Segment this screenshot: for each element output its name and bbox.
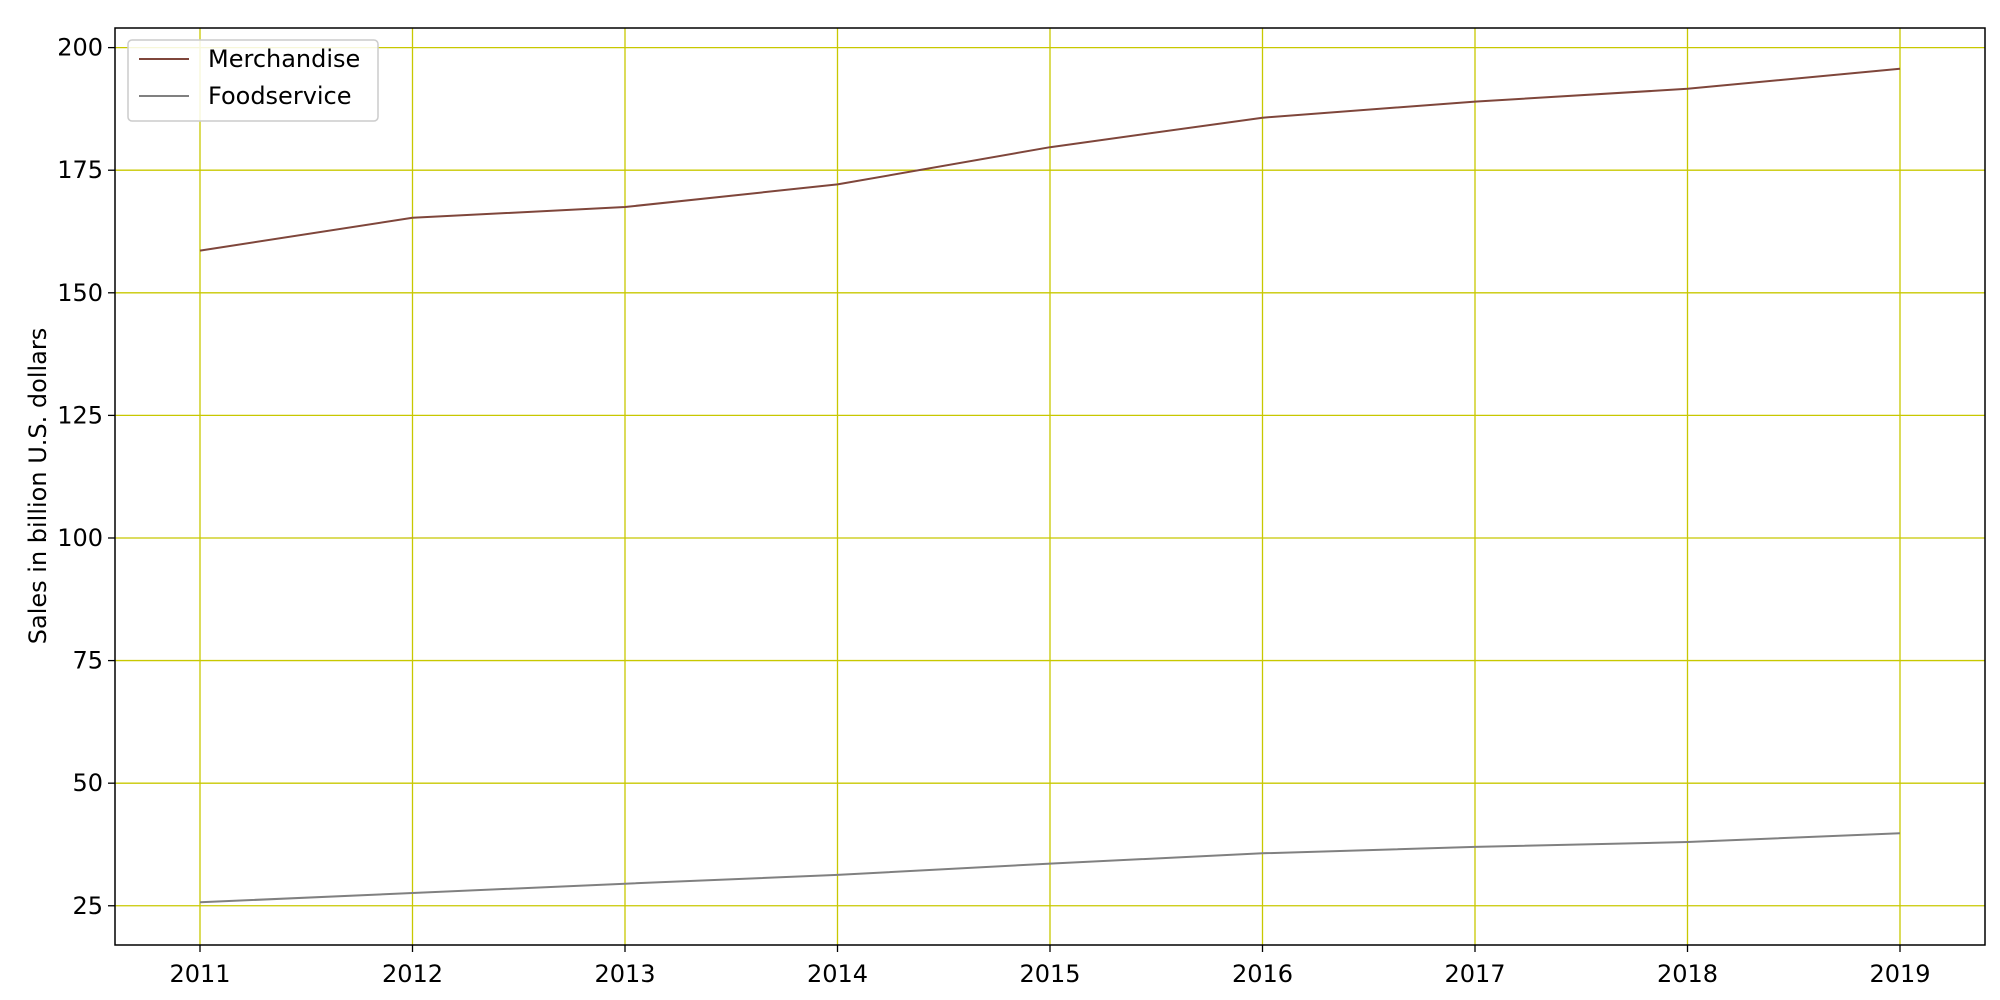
x-tick-label: 2019 [1869,960,1930,988]
y-tick-label: 150 [57,279,103,307]
series-lines [199,67,1901,904]
x-tick-label: 2016 [1232,960,1293,988]
y-axis-title: Sales in billion U.S. dollars [24,328,52,644]
y-tick-label: 50 [72,769,103,797]
legend: Merchandise Foodservice [127,39,379,122]
y-tick-label: 200 [57,34,103,62]
merchandise-line [199,67,1901,252]
legend-label-merchandise: Merchandise [208,45,360,73]
foodservice-line [199,832,1901,904]
x-tick-label: 2018 [1657,960,1718,988]
x-tick-label: 2014 [807,960,868,988]
x-tick-label: 2017 [1444,960,1505,988]
y-tick-label: 100 [57,524,103,552]
y-tick-label: 25 [72,892,103,920]
legend-label-foodservice: Foodservice [208,82,352,110]
x-tick-label: 2012 [382,960,443,988]
y-tick-label: 75 [72,647,103,675]
legend-box [127,39,379,122]
y-axis: 25 50 75 100 125 150 175 200 [57,34,115,920]
x-tick-label: 2011 [169,960,230,988]
y-tick-label: 175 [57,156,103,184]
x-tick-label: 2015 [1019,960,1080,988]
grid-lines [115,28,1985,945]
y-tick-label: 125 [57,401,103,429]
x-tick-label: 2013 [594,960,655,988]
x-axis: 2011 2012 2013 2014 2015 2016 2017 2018 2019 [169,945,1931,988]
